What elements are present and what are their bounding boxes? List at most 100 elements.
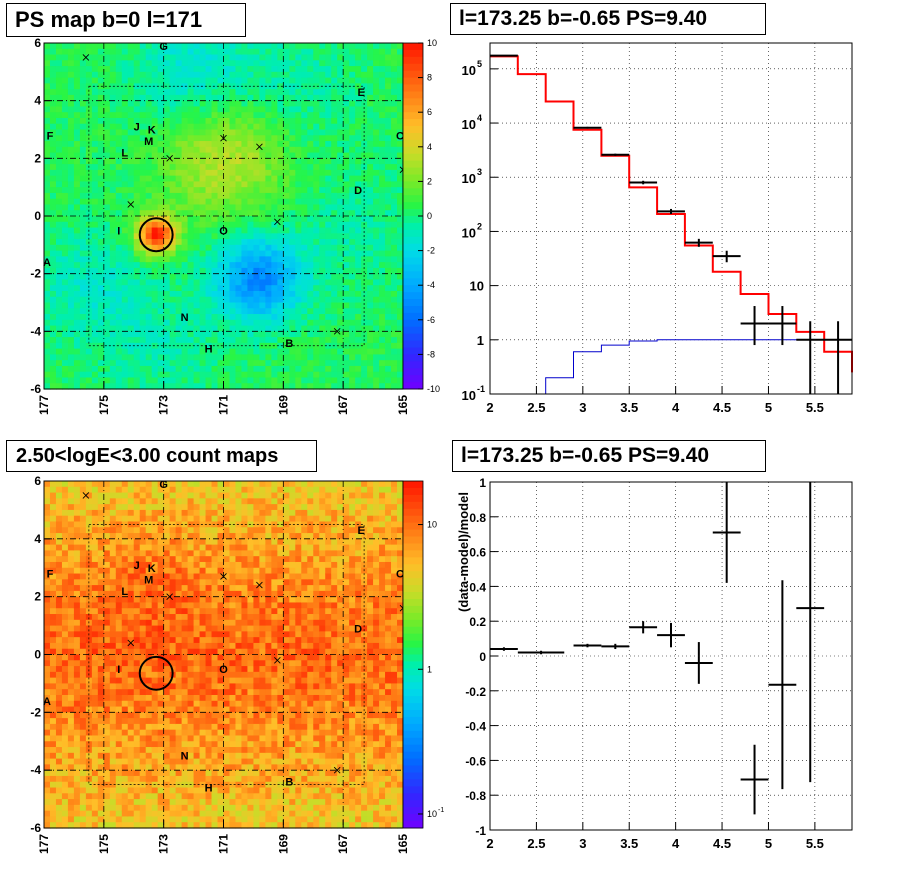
ps-map-cell (152, 360, 159, 366)
ps-map-cell (200, 366, 207, 372)
count-map-cell (128, 608, 135, 614)
ps-map-cell (301, 118, 308, 124)
ps-map-colorbar-cell (403, 292, 423, 299)
ps-map-cell (253, 291, 260, 297)
ps-map-cell (62, 245, 69, 251)
ps-map-cell (128, 72, 135, 78)
ps-map-cell (361, 60, 368, 66)
ps-map-cell (247, 43, 254, 49)
ps-map-cell (206, 187, 213, 193)
ps-map-cell (307, 55, 314, 61)
ps-map-cell (355, 331, 362, 337)
ps-map-cell (104, 337, 111, 343)
count-map-cell (122, 741, 129, 747)
ps-map-cell (164, 366, 171, 372)
ps-map-cell (367, 331, 374, 337)
ps-map-cell (56, 135, 63, 141)
ps-map-cell (68, 256, 75, 262)
ps-map-cell (247, 228, 254, 234)
count-map-cell (74, 712, 81, 718)
ps-map-cell (86, 66, 93, 72)
ps-map-cell (164, 308, 171, 314)
ps-map-cell (265, 297, 272, 303)
count-map-cell (164, 620, 171, 626)
ps-map-cell (200, 251, 207, 257)
count-map-cell (122, 816, 129, 822)
ps-map-cell (349, 89, 356, 95)
ps-map-cell (194, 216, 201, 222)
ps-map-cell (206, 251, 213, 257)
ps-map-cell (134, 158, 141, 164)
ps-map-cell (182, 147, 189, 153)
ps-map-cell (224, 204, 231, 210)
count-map-cell (122, 562, 129, 568)
ps-map-cell (319, 222, 326, 228)
ps-map-cell (128, 164, 135, 170)
count-map-cell (98, 487, 105, 493)
ps-map-cell (200, 164, 207, 170)
ps-map-cell (116, 101, 123, 107)
ps-map-cell (313, 112, 320, 118)
count-map-cell (152, 550, 159, 556)
ps-map-cell (194, 291, 201, 297)
ps-map-cell (44, 337, 51, 343)
ps-map-cell (331, 222, 338, 228)
ps-map-cell (182, 377, 189, 383)
ps-map-cell (319, 239, 326, 245)
ps-map-cell (301, 204, 308, 210)
ps-map-cell (325, 251, 332, 257)
count-map-cell (56, 493, 63, 499)
ps-map-cell (289, 291, 296, 297)
ps-map-cell (229, 55, 236, 61)
ps-map-cell (247, 222, 254, 228)
count-map-cell (74, 643, 81, 649)
ps-map-cell (200, 141, 207, 147)
ps-map-cell (224, 314, 231, 320)
ps-map-cell (259, 222, 266, 228)
ps-map-cell (80, 228, 87, 234)
ps-map-cell (373, 176, 380, 182)
count-map-cell (140, 759, 147, 765)
ps-map-cell (164, 106, 171, 112)
ps-map-cell (367, 251, 374, 257)
ps-map-cell (379, 112, 386, 118)
ps-map-cell (295, 181, 302, 187)
ps-map-cell (331, 291, 338, 297)
ps-map-cell (331, 135, 338, 141)
ps-map-cell (62, 377, 69, 383)
ps-map-cell (367, 216, 374, 222)
ps-map-cell (80, 89, 87, 95)
ps-map-cell (373, 199, 380, 205)
ps-map-cell (235, 228, 242, 234)
count-map-cell (56, 597, 63, 603)
ps-map-cell (391, 274, 398, 280)
ps-map-cell (385, 124, 392, 130)
ps-map-cell (325, 112, 332, 118)
count-map-cell (116, 811, 123, 817)
count-map-cell (122, 637, 129, 643)
ps-map-cell (50, 60, 57, 66)
ps-map-cell (116, 181, 123, 187)
count-map-cell (80, 793, 87, 799)
ps-map-cell (62, 233, 69, 239)
ps-map-cell (253, 130, 260, 136)
ps-map-cell (343, 285, 350, 291)
ps-map-cell (289, 118, 296, 124)
count-map-cell (104, 799, 111, 805)
ps-map-cell (152, 349, 159, 355)
ps-map-cell (104, 78, 111, 84)
ps-map-cell (122, 297, 129, 303)
count-map-cell (80, 788, 87, 794)
ps-map-cell (319, 279, 326, 285)
ps-map-cell (224, 360, 231, 366)
ps-map-cell (301, 337, 308, 343)
ps-map-cell (140, 291, 147, 297)
ps-map-cell (331, 377, 338, 383)
count-map-cell (128, 574, 135, 580)
count-map-cell (92, 556, 99, 562)
ps-map-cell (229, 66, 236, 72)
ps-map-cell (122, 89, 129, 95)
ps-map-cell (295, 337, 302, 343)
ps-map-cell (253, 285, 260, 291)
ps-map-cell (349, 360, 356, 366)
